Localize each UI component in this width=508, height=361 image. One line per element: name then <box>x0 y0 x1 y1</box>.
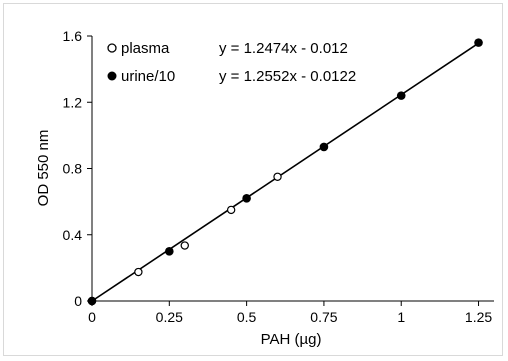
chart-frame <box>3 3 503 356</box>
point-plasma <box>180 241 189 250</box>
equation-plasma: y = 1.2474x - 0.012 <box>219 40 348 57</box>
y-axis-title: OD 550 nm <box>35 130 52 207</box>
x-tick-label: 1 <box>397 309 405 325</box>
y-tick-label: 1.2 <box>63 94 83 110</box>
legend-marker-urine <box>107 71 117 81</box>
point-urine <box>396 91 406 100</box>
legend-label-plasma: plasma <box>121 40 170 57</box>
x-tick-label: 1.25 <box>465 309 492 325</box>
point-plasma <box>273 172 282 181</box>
point-urine <box>319 142 329 152</box>
trendlines <box>91 42 479 302</box>
point-plasma <box>134 267 143 277</box>
point-urine <box>87 296 97 306</box>
point-plasma <box>226 205 236 215</box>
x-axis-title: PAH (µg) <box>261 331 322 348</box>
trendline <box>91 42 479 302</box>
point-urine <box>474 38 483 47</box>
legend-label-urine: urine/10 <box>121 68 175 85</box>
legend-marker-plasma <box>107 43 117 53</box>
y-tick-label: 1.6 <box>63 28 83 44</box>
y-tick-label: 0.4 <box>63 227 83 243</box>
point-urine <box>165 247 174 256</box>
data-points <box>87 38 483 306</box>
x-tick-label: 0.5 <box>237 309 257 325</box>
ticks: 0 0.25 0.5 0.75 1 1.25 0 0.4 0.8 1.2 1.6 <box>63 28 493 325</box>
x-tick-label: 0.75 <box>310 309 337 325</box>
point-urine <box>242 194 251 203</box>
x-tick-label: 0.25 <box>156 309 183 325</box>
y-tick-label: 0.8 <box>63 161 83 177</box>
equation-urine: y = 1.2552x - 0.0122 <box>219 68 356 85</box>
y-tick-label: 0 <box>74 293 82 309</box>
legend: plasma urine/10 <box>107 40 175 85</box>
x-tick-label: 0 <box>88 309 96 325</box>
